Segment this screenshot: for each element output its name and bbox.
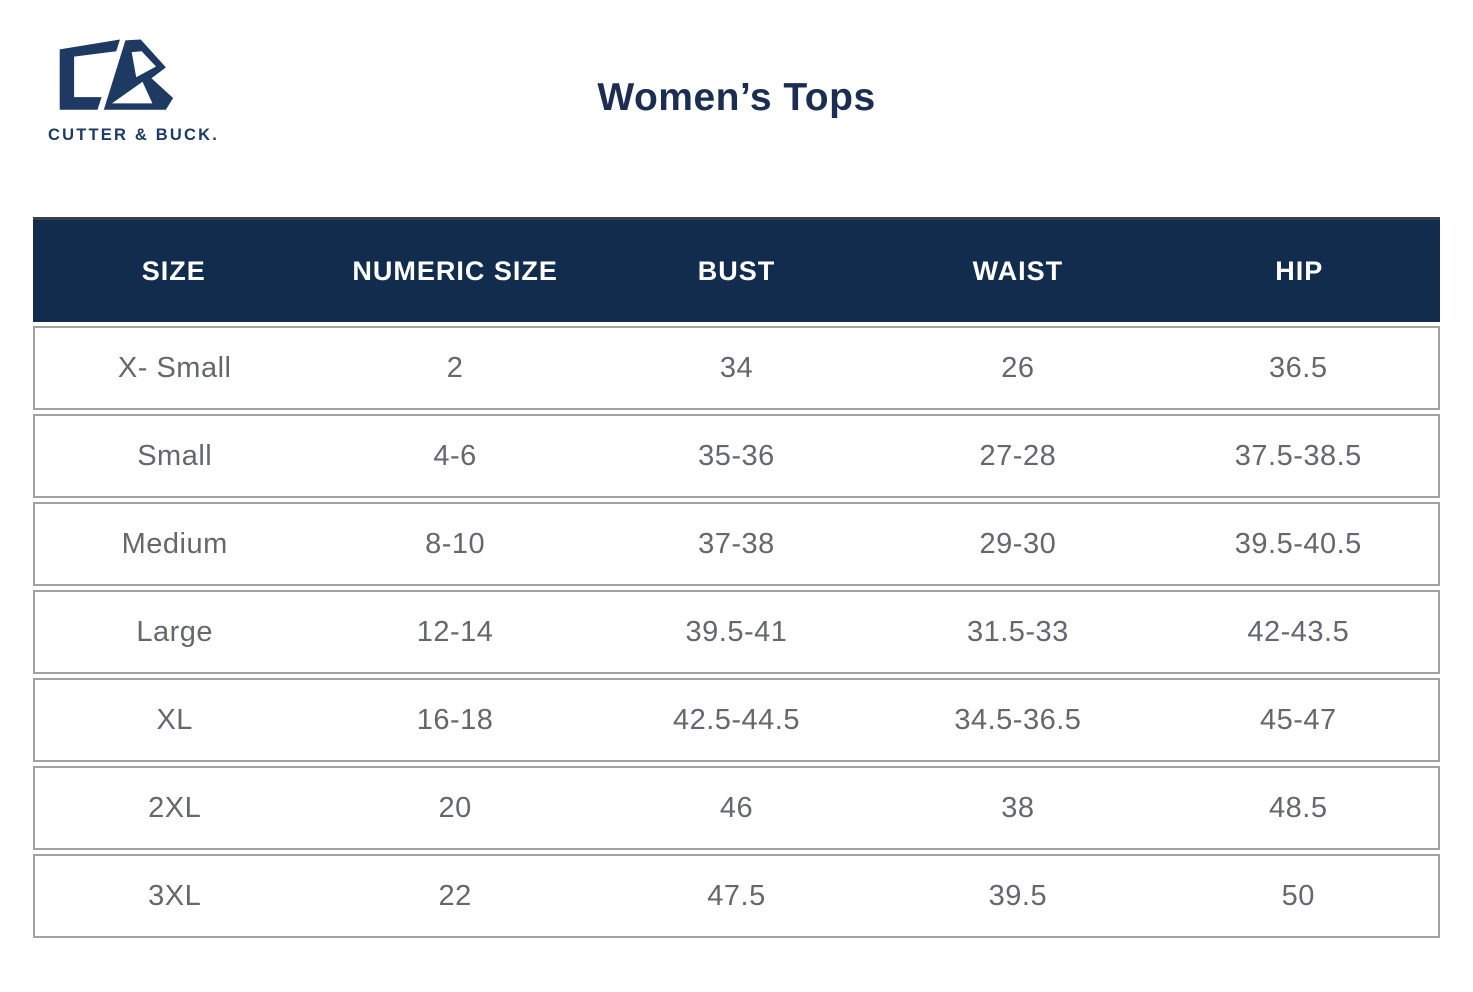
cell-bust: 39.5-41 — [595, 590, 878, 674]
table-row-small: Small 4-6 35-36 27-28 37.5-38.5 — [33, 414, 1440, 498]
cell-numeric-size: 20 — [314, 766, 596, 850]
cell-hip: 48.5 — [1158, 766, 1440, 850]
column-header-size: SIZE — [33, 217, 315, 322]
column-header-waist: WAIST — [877, 217, 1159, 322]
cutter-and-buck-logo-icon — [48, 34, 183, 117]
cell-hip: 50 — [1158, 854, 1440, 938]
cell-hip: 36.5 — [1158, 326, 1440, 410]
cell-waist: 27-28 — [877, 414, 1159, 498]
cell-waist: 31.5-33 — [877, 590, 1159, 674]
size-table: SIZE NUMERIC SIZE BUST WAIST HIP X- Smal… — [33, 213, 1440, 942]
cell-numeric-size: 12-14 — [314, 590, 596, 674]
cell-waist: 38 — [877, 766, 1159, 850]
cell-bust: 46 — [595, 766, 878, 850]
table-row-large: Large 12-14 39.5-41 31.5-33 42-43.5 — [33, 590, 1440, 674]
cell-waist: 39.5 — [877, 854, 1159, 938]
cell-waist: 26 — [877, 326, 1159, 410]
table-row-2xl: 2XL 20 46 38 48.5 — [33, 766, 1440, 850]
brand-wordmark: CUTTER & BUCK. — [48, 126, 220, 144]
cell-size: 3XL — [33, 854, 315, 938]
column-header-numeric-size: NUMERIC SIZE — [314, 217, 596, 322]
page-header: CUTTER & BUCK. Women’s Tops — [0, 0, 1473, 213]
cell-size: 2XL — [33, 766, 315, 850]
cell-bust: 37-38 — [595, 502, 878, 586]
column-header-bust: BUST — [595, 217, 878, 322]
table-row-xsmall: X- Small 2 34 26 36.5 — [33, 326, 1440, 410]
cell-numeric-size: 4-6 — [314, 414, 596, 498]
table-row-medium: Medium 8-10 37-38 29-30 39.5-40.5 — [33, 502, 1440, 586]
table-row-xl: XL 16-18 42.5-44.5 34.5-36.5 45-47 — [33, 678, 1440, 762]
cell-numeric-size: 16-18 — [314, 678, 596, 762]
cell-size: Large — [33, 590, 315, 674]
cell-size: XL — [33, 678, 315, 762]
size-table-header: SIZE NUMERIC SIZE BUST WAIST HIP — [33, 217, 1440, 322]
header-row: SIZE NUMERIC SIZE BUST WAIST HIP — [33, 217, 1440, 322]
cell-waist: 34.5-36.5 — [877, 678, 1159, 762]
cell-numeric-size: 2 — [314, 326, 596, 410]
cell-hip: 45-47 — [1158, 678, 1440, 762]
table-row-3xl: 3XL 22 47.5 39.5 50 — [33, 854, 1440, 938]
cell-bust: 35-36 — [595, 414, 878, 498]
cell-bust: 34 — [595, 326, 878, 410]
cell-size: Small — [33, 414, 315, 498]
size-table-body: X- Small 2 34 26 36.5 Small 4-6 35-36 27… — [33, 326, 1440, 938]
cell-numeric-size: 8-10 — [314, 502, 596, 586]
cell-bust: 47.5 — [595, 854, 878, 938]
cell-hip: 39.5-40.5 — [1158, 502, 1440, 586]
cell-hip: 37.5-38.5 — [1158, 414, 1440, 498]
size-table-container: SIZE NUMERIC SIZE BUST WAIST HIP X- Smal… — [0, 213, 1473, 942]
cell-bust: 42.5-44.5 — [595, 678, 878, 762]
cell-size: X- Small — [33, 326, 315, 410]
cell-waist: 29-30 — [877, 502, 1159, 586]
column-header-hip: HIP — [1158, 217, 1440, 322]
brand-block: CUTTER & BUCK. — [48, 34, 219, 145]
cell-numeric-size: 22 — [314, 854, 596, 938]
cell-size: Medium — [33, 502, 315, 586]
page-title: Women’s Tops — [597, 76, 876, 119]
cell-hip: 42-43.5 — [1158, 590, 1440, 674]
